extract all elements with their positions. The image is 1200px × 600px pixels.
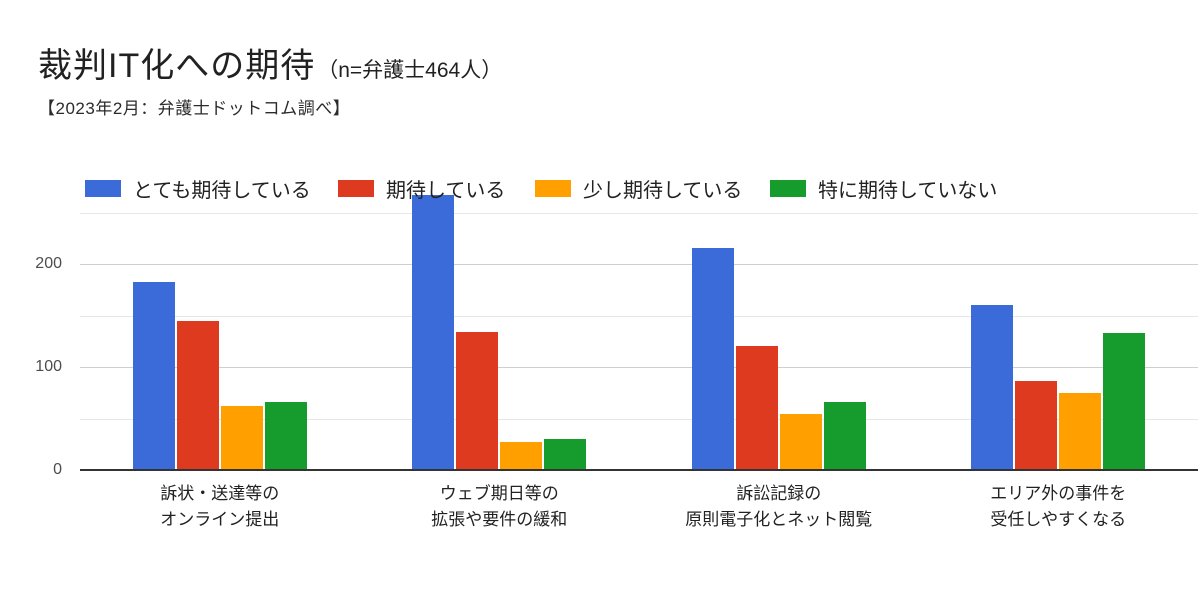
category-label-line: 拡張や要件の緩和 [431, 510, 568, 529]
chart-subtitle: 【2023年2月：弁護士ドットコム調べ】 [38, 99, 351, 118]
bar-series4-cat3 [823, 402, 866, 470]
legend-swatch [535, 180, 571, 197]
bar-series1-cat2 [412, 194, 455, 470]
bar-series3-cat1 [220, 406, 263, 470]
category-label-line: オンライン提出 [160, 510, 280, 529]
category-label-line: 受任しやすくなる [990, 510, 1127, 529]
legend-label: とても期待している [133, 180, 311, 202]
y-axis-tick-label: 200 [35, 255, 62, 272]
y-major-gridline [80, 367, 1198, 368]
bar-series1-cat4 [971, 305, 1014, 470]
bar-series4-cat4 [1103, 333, 1146, 470]
legend-label: 期待している [386, 180, 506, 202]
x-axis-line [80, 469, 1198, 471]
bar-series3-cat2 [500, 442, 543, 470]
bar-series2-cat1 [176, 320, 219, 470]
bar-series4-cat1 [264, 402, 307, 470]
legend-swatch [338, 180, 374, 197]
legend-item-3: 少し期待している [535, 174, 742, 203]
x-axis-category-label-4: エリア外の事件を 受任しやすくなる [919, 481, 1199, 533]
y-axis-tick-label: 0 [53, 461, 62, 478]
legend-label: 特に期待していない [818, 180, 998, 202]
chart-title-sample-size: （n=弁護士464人） [317, 59, 503, 82]
bar-series2-cat2 [456, 331, 499, 470]
bar-series1-cat1 [132, 281, 175, 470]
page-title: 裁判IT化への期待（n=弁護士464人） [38, 38, 502, 87]
legend-item-4: 特に期待していない [770, 174, 997, 203]
bar-series4-cat2 [544, 439, 587, 470]
legend-swatch [770, 180, 806, 197]
legend-swatch [85, 180, 121, 197]
y-minor-gridline [80, 212, 1198, 214]
y-axis-tick-label: 100 [35, 358, 62, 375]
category-label-line: エリア外の事件を [990, 484, 1127, 503]
y-major-gridline [80, 264, 1198, 265]
legend-item-1: とても期待している [85, 174, 311, 203]
y-minor-gridline [80, 418, 1198, 420]
legend-item-2: 期待している [338, 174, 505, 203]
category-label-line: 原則電子化とネット閲覧 [685, 510, 873, 529]
category-label-line: 訴訟記録の [736, 484, 822, 503]
legend-label: 少し期待している [583, 180, 743, 202]
x-axis-category-label-2: ウェブ期日等の 拡張や要件の緩和 [360, 481, 640, 533]
category-label-line: 訴状・送達等の [160, 484, 280, 503]
bar-series3-cat3 [779, 414, 822, 470]
bar-series2-cat4 [1015, 381, 1058, 470]
category-label-line: ウェブ期日等の [439, 484, 559, 503]
x-axis-category-label-3: 訴訟記録の原則電子化とネット閲覧 [639, 481, 919, 533]
bar-series2-cat3 [735, 346, 778, 470]
x-axis-category-label-1: 訴状・送達等の オンライン提出 [80, 481, 360, 533]
bar-series1-cat3 [691, 247, 734, 470]
bar-series3-cat4 [1059, 392, 1102, 470]
chart-title: 裁判IT化への期待 [38, 47, 316, 85]
y-minor-gridline [80, 315, 1198, 317]
